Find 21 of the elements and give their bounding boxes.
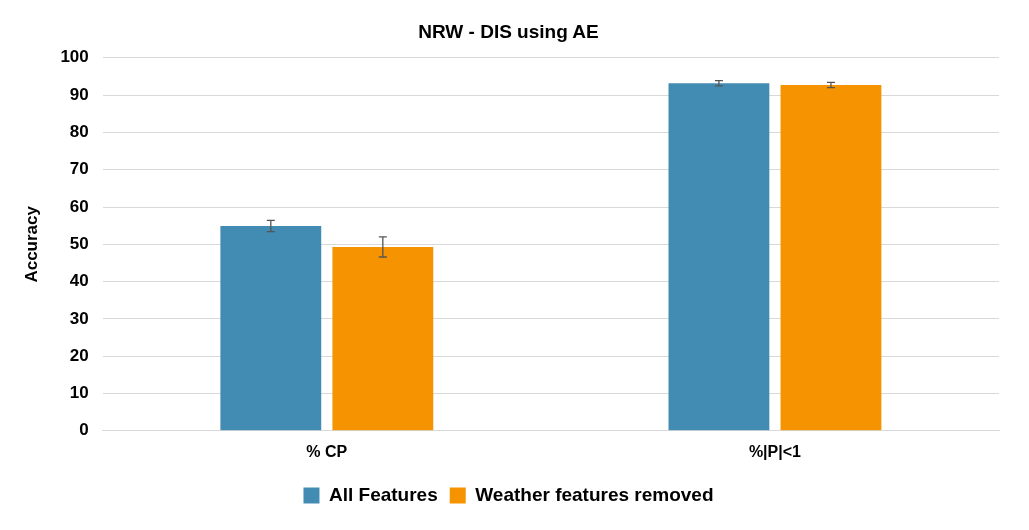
bar (668, 83, 770, 431)
bar (332, 246, 434, 431)
y-tick-label: 60 (69, 196, 89, 216)
legend-label: All Features (328, 483, 438, 505)
bar (220, 226, 322, 431)
y-tick-label: 50 (69, 233, 89, 253)
x-tick-label: % CP (306, 442, 348, 460)
y-tick-label: 10 (69, 383, 89, 403)
y-tick-label: 20 (69, 345, 89, 365)
x-tick-label: %|P|<1 (748, 442, 802, 460)
y-tick-label: 40 (69, 271, 89, 291)
y-tick-label: 80 (69, 122, 89, 142)
legend-label: Weather features removed (475, 483, 714, 505)
y-tick-label: 100 (60, 47, 89, 67)
y-axis-title: Accuracy (21, 205, 41, 283)
y-tick-label: 70 (69, 159, 89, 179)
chart-title: NRW - DIS using AE (418, 20, 599, 42)
y-tick-label: 30 (69, 308, 89, 328)
y-tick-label: 90 (69, 84, 89, 104)
bar (780, 85, 882, 431)
y-tick-label: 0 (79, 420, 89, 440)
